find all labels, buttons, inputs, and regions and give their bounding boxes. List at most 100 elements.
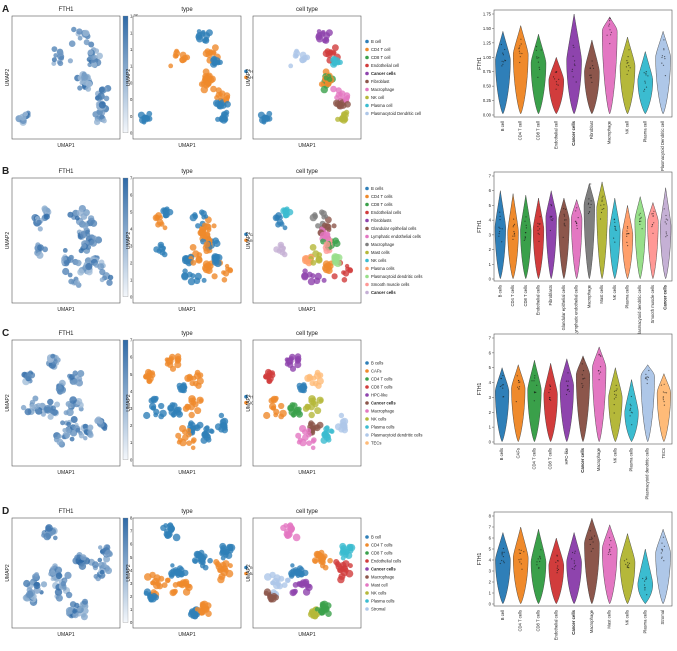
colorbar-tick-label: 5 (130, 372, 133, 377)
umap-point (205, 50, 213, 59)
violin-point (627, 564, 630, 566)
umap-point (83, 225, 89, 231)
umap-point (295, 357, 301, 363)
umap-point (170, 563, 175, 568)
umap-point (43, 213, 50, 220)
violin-point (565, 219, 567, 221)
celltype-legend-label: Endothelial cell (371, 63, 399, 68)
violin-point (536, 384, 538, 386)
umap-point (68, 278, 75, 285)
umap-point (169, 353, 176, 361)
violin-point (535, 46, 538, 48)
umap-point (92, 561, 99, 568)
violin-point (518, 48, 520, 50)
violin-ytick-label: 0 (489, 602, 492, 607)
umap-title: FTH1 (59, 7, 75, 13)
umap-point (167, 522, 174, 528)
violin-point (616, 388, 618, 390)
violin-point (519, 561, 521, 563)
violin-8 (596, 181, 608, 280)
violin-point (536, 564, 538, 566)
umap-point (99, 569, 105, 575)
umap-point (174, 568, 182, 576)
umap-ylabel: UMAP2 (246, 564, 252, 581)
umap-point (335, 87, 342, 94)
umap-point (191, 437, 197, 443)
umap-title: cell type (296, 7, 319, 13)
umap-point (34, 572, 39, 577)
violin-point (610, 546, 612, 548)
violin-point (589, 74, 591, 76)
colorbar-tick-label: 6 (130, 542, 133, 547)
violin-9 (640, 364, 655, 443)
violin-point (565, 208, 567, 210)
violin-point (549, 217, 551, 219)
violin-point (563, 222, 565, 224)
umap-point (319, 602, 326, 609)
celltype-legend-label: HPC-like (371, 393, 388, 398)
violin-point (661, 62, 663, 64)
umap-point (50, 353, 56, 359)
violin-point (643, 584, 646, 586)
violin-point (609, 43, 611, 45)
violin-point (562, 236, 564, 238)
colorbar-tick-label: 0 (130, 620, 133, 625)
umap-point (332, 237, 340, 244)
violin-0 (495, 531, 511, 605)
violin-point (556, 572, 558, 574)
violin-8 (637, 548, 653, 605)
violin-7 (619, 532, 636, 605)
violin-ytick-label: 6 (489, 536, 492, 541)
umap-point (335, 116, 341, 122)
violin-point (581, 383, 583, 385)
umap-point (218, 412, 225, 419)
violin-point (577, 217, 579, 219)
violin-point (609, 18, 611, 20)
violin-point (502, 387, 504, 389)
violin-point (518, 386, 521, 388)
umap-point (98, 101, 106, 109)
celltype-legend-label: NK cells (371, 591, 386, 596)
umap-point (224, 263, 230, 269)
celltype-legend-marker (365, 559, 369, 563)
panel-c: CFTH1UMAP1UMAP276543210typeUMAP1UMAP2HCC… (2, 328, 673, 499)
umap-point (54, 588, 63, 596)
violin-point (576, 227, 578, 230)
violin-point (666, 234, 668, 237)
violin-point (627, 70, 630, 72)
violin-point (502, 54, 504, 56)
violin-point (663, 49, 665, 51)
umap-point (37, 226, 43, 232)
umap-point (319, 209, 325, 215)
violin-point (518, 388, 520, 390)
umap-point (318, 398, 324, 403)
violin-point (573, 562, 576, 564)
violin-point (591, 538, 593, 540)
violin-point (626, 565, 628, 567)
umap-point (289, 353, 296, 361)
umap-ylabel: UMAP2 (126, 394, 132, 411)
umap-point (158, 245, 166, 253)
umap-point (263, 374, 269, 380)
umap-title: type (181, 331, 193, 337)
umap-point (195, 256, 203, 263)
violin-point (537, 232, 539, 234)
violin-xtick-label: TECs (661, 448, 666, 458)
colorbar-tick-label: 3 (130, 581, 133, 586)
umap-xlabel: UMAP1 (178, 632, 195, 638)
umap-point (219, 542, 227, 550)
umap-point (203, 231, 211, 238)
violin-point (556, 567, 558, 569)
umap-point (149, 370, 155, 376)
violin-ytick-label: 1.50 (483, 26, 492, 31)
violin-ytick-label: 0 (489, 440, 492, 445)
violin-point (665, 236, 667, 238)
violin-point (589, 67, 591, 69)
umap-point (327, 265, 332, 271)
umap-point (82, 29, 90, 37)
celltype-legend-marker (365, 55, 369, 60)
umap-point (290, 563, 295, 568)
celltype-legend-label: NK cells (371, 417, 386, 422)
umap-point (65, 401, 72, 407)
